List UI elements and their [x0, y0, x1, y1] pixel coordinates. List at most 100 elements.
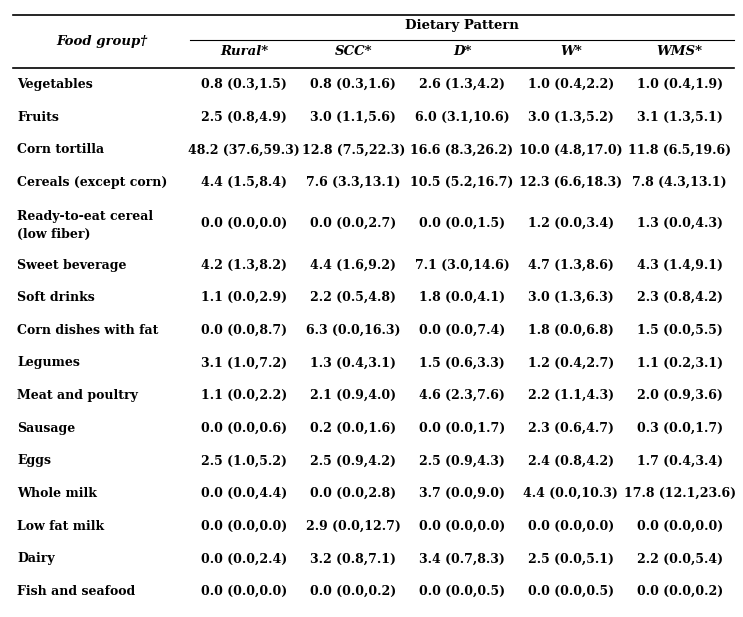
Text: 3.0 (1.3,6.3): 3.0 (1.3,6.3)	[528, 291, 614, 304]
Text: 0.0 (0.0,0.2): 0.0 (0.0,0.2)	[637, 585, 723, 598]
Text: 2.5 (0.9,4.3): 2.5 (0.9,4.3)	[419, 454, 505, 468]
Text: 2.0 (0.9,3.6): 2.0 (0.9,3.6)	[637, 389, 723, 402]
Text: 0.0 (0.0,7.4): 0.0 (0.0,7.4)	[419, 324, 505, 337]
Text: 1.2 (0.4,2.7): 1.2 (0.4,2.7)	[528, 357, 614, 370]
Text: 4.4 (1.5,8.4): 4.4 (1.5,8.4)	[201, 176, 288, 189]
Text: 4.7 (1.3,8.6): 4.7 (1.3,8.6)	[528, 259, 614, 271]
Text: 17.8 (12.1,23.6): 17.8 (12.1,23.6)	[623, 487, 736, 500]
Text: 12.3 (6.6,18.3): 12.3 (6.6,18.3)	[519, 176, 623, 189]
Text: Sweet beverage: Sweet beverage	[17, 259, 126, 271]
Text: 10.5 (5.2,16.7): 10.5 (5.2,16.7)	[410, 176, 513, 189]
Text: 1.3 (0.4,3.1): 1.3 (0.4,3.1)	[310, 357, 396, 370]
Text: 0.0 (0.0,0.5): 0.0 (0.0,0.5)	[419, 585, 505, 598]
Text: 4.4 (1.6,9.2): 4.4 (1.6,9.2)	[310, 259, 396, 271]
Text: Whole milk: Whole milk	[17, 487, 97, 500]
Text: 48.2 (37.6,59.3): 48.2 (37.6,59.3)	[189, 143, 300, 156]
Text: Fruits: Fruits	[17, 110, 59, 123]
Text: Corn tortilla: Corn tortilla	[17, 143, 104, 156]
Text: 1.1 (0.0,2.2): 1.1 (0.0,2.2)	[201, 389, 288, 402]
Text: 2.4 (0.8,4.2): 2.4 (0.8,4.2)	[528, 454, 614, 468]
Text: D*: D*	[452, 44, 471, 57]
Text: 1.1 (0.2,3.1): 1.1 (0.2,3.1)	[637, 357, 723, 370]
Text: 3.2 (0.8,7.1): 3.2 (0.8,7.1)	[310, 552, 396, 565]
Text: 12.8 (7.5,22.3): 12.8 (7.5,22.3)	[302, 143, 405, 156]
Text: 2.5 (0.0,5.1): 2.5 (0.0,5.1)	[528, 552, 614, 565]
Text: 1.8 (0.0,6.8): 1.8 (0.0,6.8)	[528, 324, 614, 337]
Text: Cereals (except corn): Cereals (except corn)	[17, 176, 167, 189]
Text: 1.8 (0.0,4.1): 1.8 (0.0,4.1)	[419, 291, 505, 304]
Text: 2.6 (1.3,4.2): 2.6 (1.3,4.2)	[419, 78, 505, 91]
Text: Eggs: Eggs	[17, 454, 51, 468]
Text: WMS*: WMS*	[657, 44, 703, 57]
Text: 0.0 (0.0,4.4): 0.0 (0.0,4.4)	[201, 487, 288, 500]
Text: 1.0 (0.4,2.2): 1.0 (0.4,2.2)	[528, 78, 614, 91]
Text: 3.1 (1.0,7.2): 3.1 (1.0,7.2)	[201, 357, 288, 370]
Text: 11.8 (6.5,19.6): 11.8 (6.5,19.6)	[628, 143, 731, 156]
Text: 3.0 (1.1,5.6): 3.0 (1.1,5.6)	[311, 110, 396, 123]
Text: 0.3 (0.0,1.7): 0.3 (0.0,1.7)	[637, 422, 723, 435]
Text: 0.0 (0.0,0.0): 0.0 (0.0,0.0)	[528, 520, 614, 532]
Text: Dairy: Dairy	[17, 552, 55, 565]
Text: 2.1 (0.9,4.0): 2.1 (0.9,4.0)	[310, 389, 396, 402]
Text: 6.3 (0.0,16.3): 6.3 (0.0,16.3)	[306, 324, 400, 337]
Text: 0.0 (0.0,0.0): 0.0 (0.0,0.0)	[201, 520, 288, 532]
Text: W*: W*	[560, 44, 582, 57]
Text: 2.5 (1.0,5.2): 2.5 (1.0,5.2)	[201, 454, 288, 468]
Text: 0.0 (0.0,2.8): 0.0 (0.0,2.8)	[310, 487, 396, 500]
Text: 0.0 (0.0,0.5): 0.0 (0.0,0.5)	[528, 585, 614, 598]
Text: 0.8 (0.3,1.5): 0.8 (0.3,1.5)	[201, 78, 288, 91]
Text: 2.2 (1.1,4.3): 2.2 (1.1,4.3)	[528, 389, 614, 402]
Text: 0.0 (0.0,0.0): 0.0 (0.0,0.0)	[201, 585, 288, 598]
Text: Meat and poultry: Meat and poultry	[17, 389, 138, 402]
Text: 2.5 (0.8,4.9): 2.5 (0.8,4.9)	[201, 110, 288, 123]
Text: 0.0 (0.0,0.6): 0.0 (0.0,0.6)	[201, 422, 288, 435]
Text: Corn dishes with fat: Corn dishes with fat	[17, 324, 158, 337]
Text: 0.0 (0.0,1.7): 0.0 (0.0,1.7)	[419, 422, 505, 435]
Text: 2.3 (0.8,4.2): 2.3 (0.8,4.2)	[637, 291, 723, 304]
Text: Vegetables: Vegetables	[17, 78, 93, 91]
Text: (low fiber): (low fiber)	[17, 228, 91, 241]
Text: 2.2 (0.5,4.8): 2.2 (0.5,4.8)	[310, 291, 396, 304]
Text: 1.3 (0.0,4.3): 1.3 (0.0,4.3)	[637, 217, 723, 230]
Text: 0.0 (0.0,1.5): 0.0 (0.0,1.5)	[419, 217, 505, 230]
Text: SCC*: SCC*	[334, 44, 372, 57]
Text: Dietary Pattern: Dietary Pattern	[405, 19, 519, 32]
Text: 1.5 (0.0,5.5): 1.5 (0.0,5.5)	[637, 324, 723, 337]
Text: 2.5 (0.9,4.2): 2.5 (0.9,4.2)	[310, 454, 396, 468]
Text: 1.7 (0.4,3.4): 1.7 (0.4,3.4)	[637, 454, 723, 468]
Text: 0.0 (0.0,8.7): 0.0 (0.0,8.7)	[201, 324, 288, 337]
Text: Low fat milk: Low fat milk	[17, 520, 104, 532]
Text: 3.7 (0.0,9.0): 3.7 (0.0,9.0)	[419, 487, 505, 500]
Text: 0.0 (0.0,0.2): 0.0 (0.0,0.2)	[310, 585, 396, 598]
Text: Soft drinks: Soft drinks	[17, 291, 95, 304]
Text: 2.2 (0.0,5.4): 2.2 (0.0,5.4)	[637, 552, 723, 565]
Text: 0.0 (0.0,2.7): 0.0 (0.0,2.7)	[310, 217, 396, 230]
Text: 3.4 (0.7,8.3): 3.4 (0.7,8.3)	[419, 552, 505, 565]
Text: 0.0 (0.0,0.0): 0.0 (0.0,0.0)	[419, 520, 505, 532]
Text: 4.6 (2.3,7.6): 4.6 (2.3,7.6)	[419, 389, 505, 402]
Text: 3.1 (1.3,5.1): 3.1 (1.3,5.1)	[637, 110, 723, 123]
Text: 4.3 (1.4,9.1): 4.3 (1.4,9.1)	[637, 259, 723, 271]
Text: 3.0 (1.3,5.2): 3.0 (1.3,5.2)	[528, 110, 614, 123]
Text: 4.4 (0.0,10.3): 4.4 (0.0,10.3)	[523, 487, 618, 500]
Text: 2.3 (0.6,4.7): 2.3 (0.6,4.7)	[528, 422, 614, 435]
Text: Rural*: Rural*	[220, 44, 268, 57]
Text: 0.0 (0.0,0.0): 0.0 (0.0,0.0)	[637, 520, 723, 532]
Text: Food group†: Food group†	[56, 35, 147, 48]
Text: 1.2 (0.0,3.4): 1.2 (0.0,3.4)	[528, 217, 614, 230]
Text: 16.6 (8.3,26.2): 16.6 (8.3,26.2)	[410, 143, 513, 156]
Text: 1.1 (0.0,2.9): 1.1 (0.0,2.9)	[201, 291, 288, 304]
Text: 2.9 (0.0,12.7): 2.9 (0.0,12.7)	[306, 520, 400, 532]
Text: 7.6 (3.3,13.1): 7.6 (3.3,13.1)	[306, 176, 400, 189]
Text: 7.1 (3.0,14.6): 7.1 (3.0,14.6)	[415, 259, 510, 271]
Text: Legumes: Legumes	[17, 357, 80, 370]
Text: 4.2 (1.3,8.2): 4.2 (1.3,8.2)	[201, 259, 288, 271]
Text: 0.0 (0.0,2.4): 0.0 (0.0,2.4)	[201, 552, 288, 565]
Text: 10.0 (4.8,17.0): 10.0 (4.8,17.0)	[519, 143, 623, 156]
Text: 1.0 (0.4,1.9): 1.0 (0.4,1.9)	[637, 78, 723, 91]
Text: 6.0 (3.1,10.6): 6.0 (3.1,10.6)	[415, 110, 510, 123]
Text: Fish and seafood: Fish and seafood	[17, 585, 135, 598]
Text: Sausage: Sausage	[17, 422, 75, 435]
Text: 0.8 (0.3,1.6): 0.8 (0.3,1.6)	[311, 78, 396, 91]
Text: 7.8 (4.3,13.1): 7.8 (4.3,13.1)	[632, 176, 727, 189]
